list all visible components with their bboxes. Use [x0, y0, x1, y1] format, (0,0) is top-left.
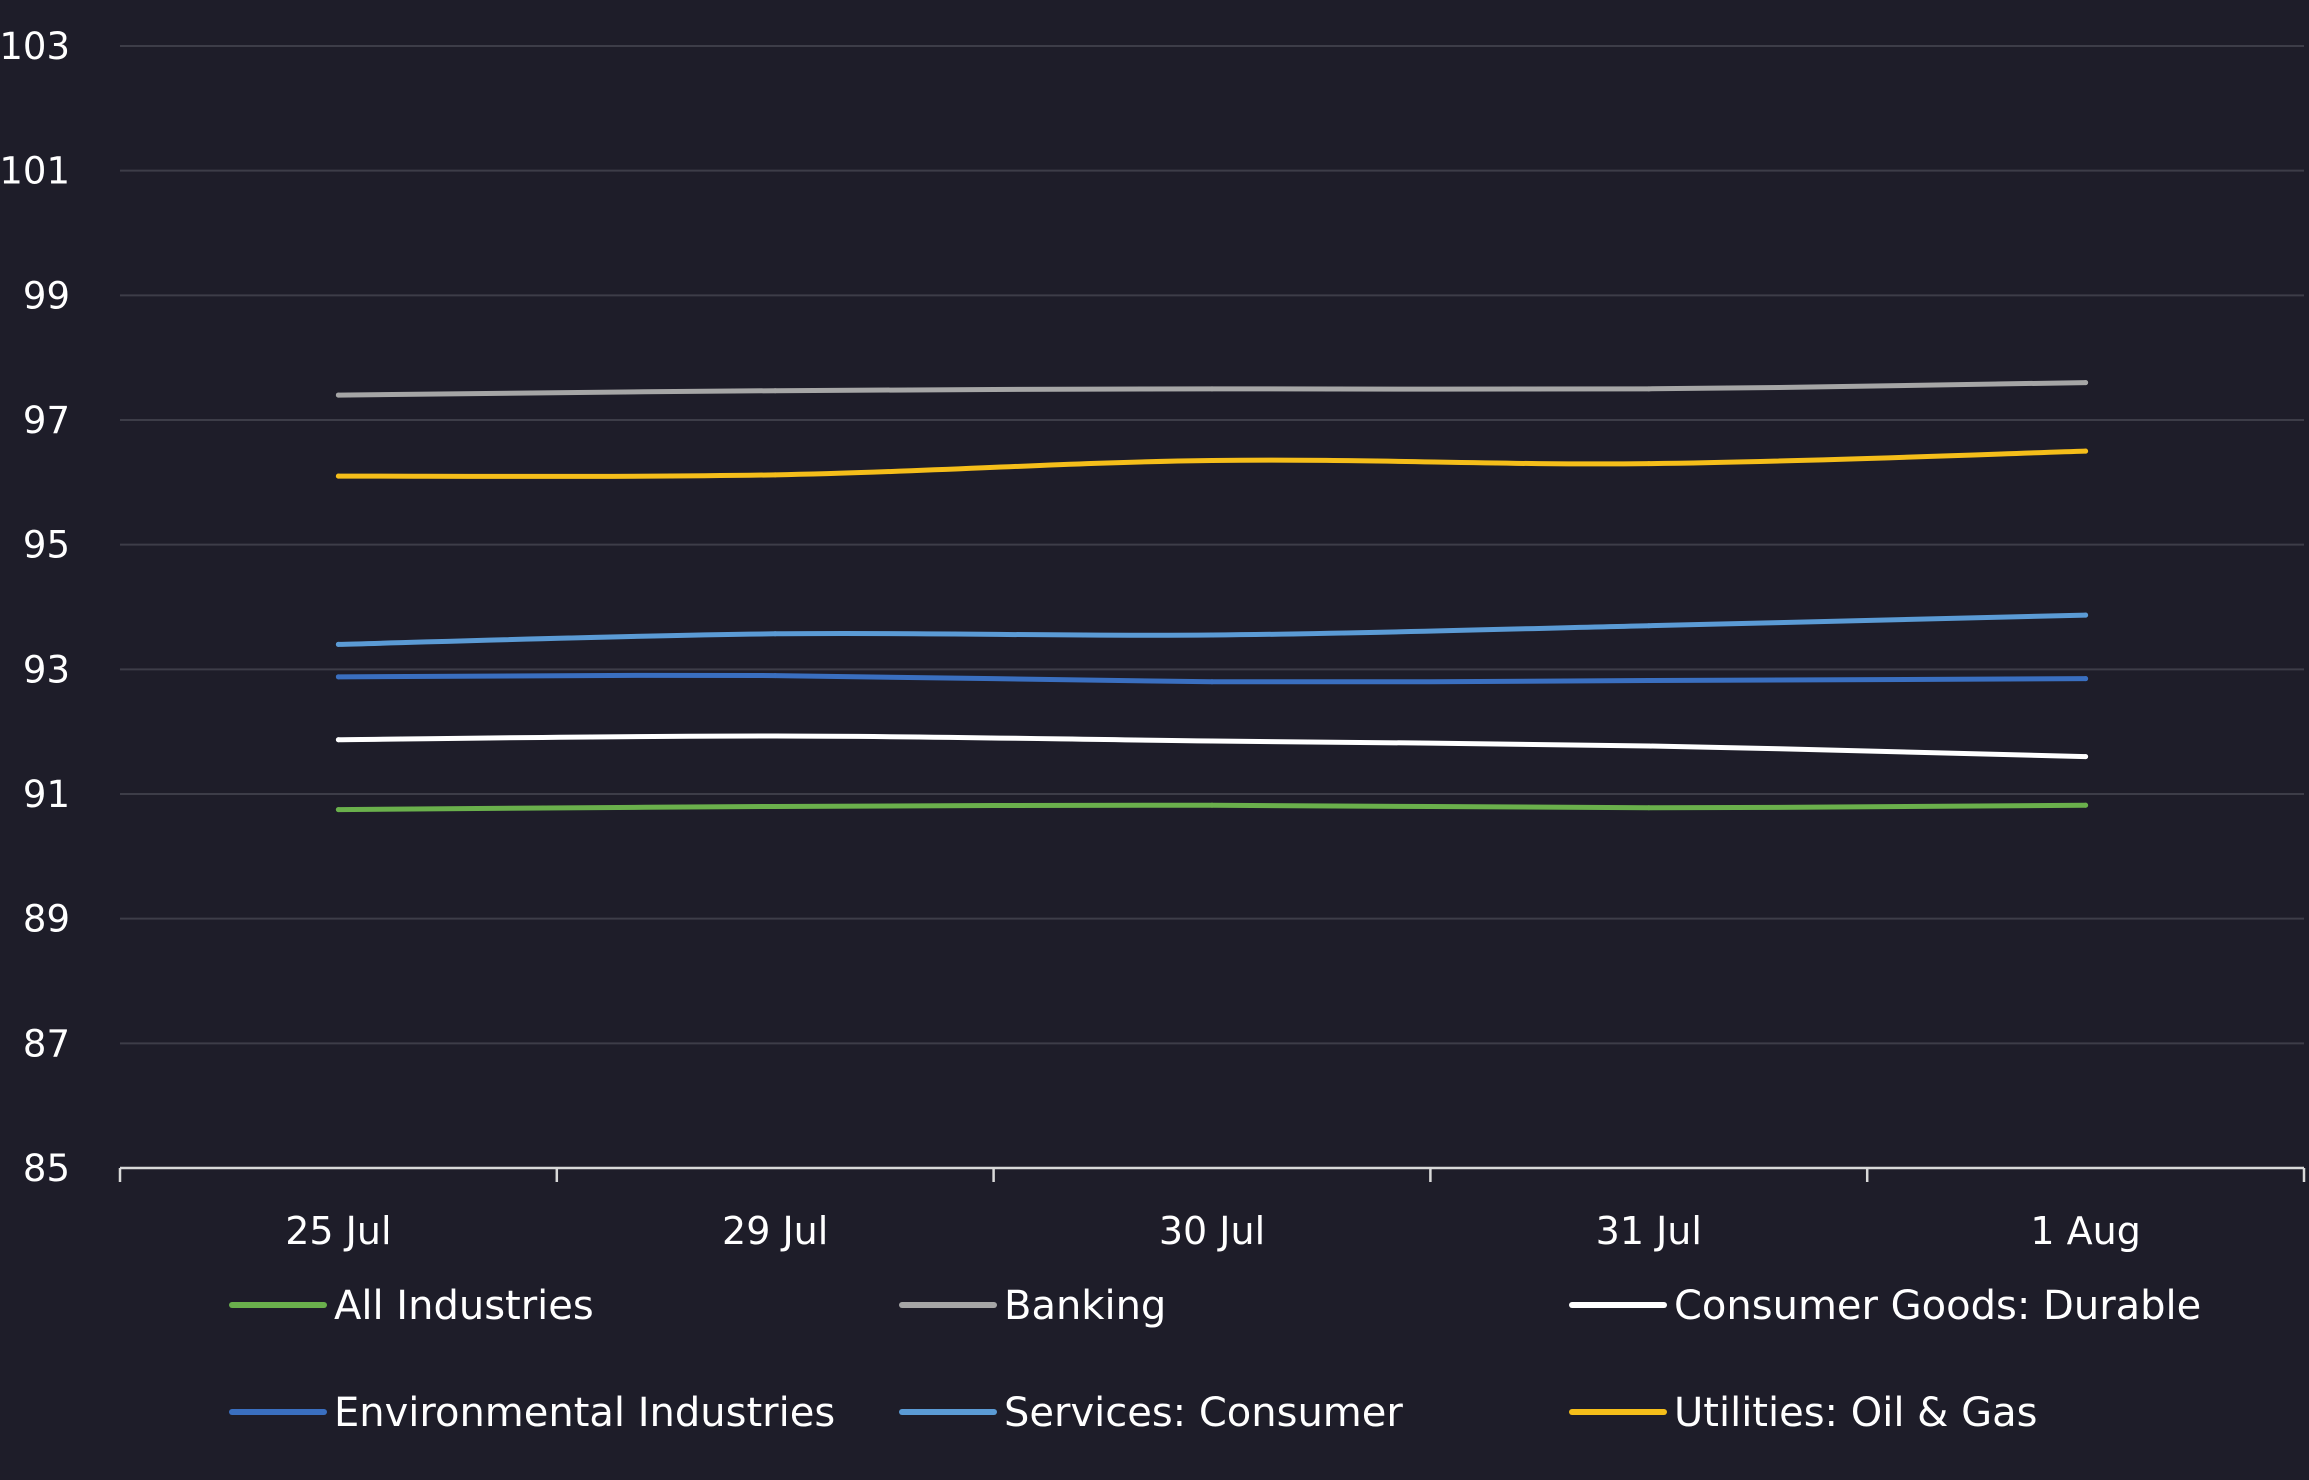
data-point-utilities-oil-gas [772, 472, 778, 478]
y-tick-label: 85 [23, 1147, 70, 1190]
x-axis: 25 Jul 29 Jul 30 Jul 31 Jul 1 Aug [118, 1166, 2306, 1253]
data-point-consumer-goods-durable [335, 737, 341, 743]
data-point-utilities-oil-gas [1209, 458, 1215, 464]
data-point-services-consumer [2083, 612, 2089, 618]
data-point-environmental-industries [1209, 679, 1215, 685]
data-point-consumer-goods-durable [1646, 743, 1652, 749]
data-point-environmental-industries [335, 674, 341, 680]
data-point-consumer-goods-durable [2083, 754, 2089, 760]
y-tick-label: 97 [23, 399, 70, 442]
legend-label-utilities-oil-gas: Utilities: Oil & Gas [1674, 1390, 2037, 1436]
series-line-services-consumer [335, 612, 2089, 647]
data-point-utilities-oil-gas [335, 473, 341, 479]
y-tick-label: 87 [23, 1022, 70, 1065]
data-point-environmental-industries [772, 673, 778, 679]
legend-label-banking: Banking [1004, 1283, 1166, 1329]
data-point-all-industries [335, 807, 341, 813]
data-point-banking [2083, 380, 2089, 386]
x-tick-label: 30 Jul [1159, 1209, 1265, 1253]
y-tick-label: 89 [23, 898, 70, 941]
y-tick-label: 93 [23, 648, 70, 691]
data-point-consumer-goods-durable [1209, 738, 1215, 744]
data-point-environmental-industries [1646, 678, 1652, 684]
data-point-all-industries [1209, 802, 1215, 808]
legend-label-all-industries: All Industries [334, 1283, 594, 1329]
data-point-environmental-industries [2083, 676, 2089, 682]
y-tick-label: 91 [23, 773, 70, 816]
data-point-consumer-goods-durable [772, 733, 778, 739]
series-line-utilities-oil-gas [335, 448, 2089, 479]
data-point-utilities-oil-gas [1646, 461, 1652, 467]
data-point-banking [1646, 386, 1652, 392]
data-point-all-industries [2083, 802, 2089, 808]
data-point-all-industries [1646, 805, 1652, 811]
x-tick-label: 25 Jul [285, 1209, 391, 1253]
data-point-services-consumer [335, 641, 341, 647]
data-point-all-industries [772, 803, 778, 809]
series-lines [335, 380, 2089, 813]
y-tick-label: 95 [23, 524, 70, 567]
y-tick-label: 103 [0, 25, 70, 68]
data-point-utilities-oil-gas [2083, 448, 2089, 454]
data-point-services-consumer [1646, 623, 1652, 629]
data-point-services-consumer [1209, 632, 1215, 638]
gridlines [120, 45, 2304, 1045]
data-point-banking [335, 392, 341, 398]
y-tick-label: 99 [23, 274, 70, 317]
data-point-services-consumer [772, 631, 778, 637]
data-point-banking [1209, 386, 1215, 392]
x-tick-label: 29 Jul [722, 1209, 828, 1253]
legend-label-services-consumer: Services: Consumer [1004, 1390, 1403, 1436]
x-tick-label: 1 Aug [2030, 1209, 2140, 1253]
y-tick-label: 101 [0, 150, 70, 193]
x-tick-label: 31 Jul [1596, 1209, 1702, 1253]
data-point-banking [772, 388, 778, 394]
y-axis: 85 87 89 91 93 95 97 99 101 103 [0, 25, 70, 1190]
legend-label-environmental-industries: Environmental Industries [334, 1390, 835, 1436]
legend: All Industries Banking Consumer Goods: Dur… [229, 1283, 2201, 1436]
legend-label-consumer-goods-durable: Consumer Goods: Durable [1674, 1283, 2201, 1329]
